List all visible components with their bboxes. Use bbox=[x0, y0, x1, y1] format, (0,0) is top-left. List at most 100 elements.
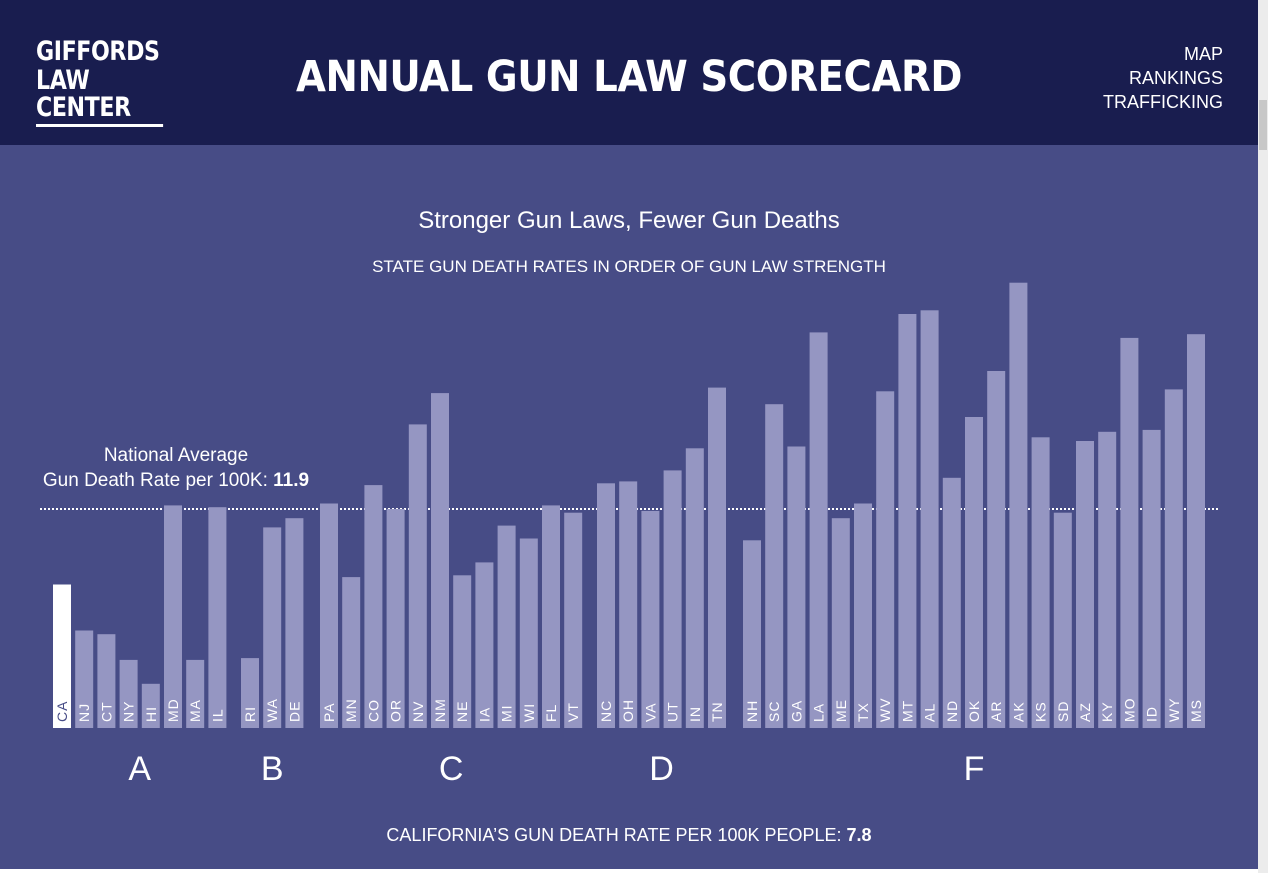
bar-sc[interactable] bbox=[765, 404, 784, 728]
logo-line-1: GIFFORDS bbox=[36, 36, 160, 67]
bar-md[interactable] bbox=[164, 505, 182, 728]
bar-label-ky: KY bbox=[1099, 701, 1115, 722]
national-average-label: National Average Gun Death Rate per 100K… bbox=[40, 443, 312, 493]
bar-label-ms: MS bbox=[1188, 699, 1204, 722]
main-nav: MAP RANKINGS TRAFFICKING bbox=[1103, 42, 1223, 114]
bar-ri[interactable] bbox=[241, 658, 259, 728]
bar-nj[interactable] bbox=[75, 630, 94, 729]
california-rate-note: CALIFORNIA’S GUN DEATH RATE PER 100K PEO… bbox=[0, 825, 1258, 846]
bar-mn[interactable] bbox=[342, 577, 361, 728]
bar-mo[interactable] bbox=[1120, 337, 1139, 728]
bar-wv[interactable] bbox=[876, 391, 895, 728]
national-average-text: Gun Death Rate per 100K: bbox=[42, 470, 274, 491]
bar-oh[interactable] bbox=[619, 481, 638, 728]
site-header: GIFFORDS LAW CENTER ANNUAL GUN LAW SCORE… bbox=[0, 0, 1258, 145]
bar-sd[interactable] bbox=[1053, 512, 1072, 728]
grade-label-a: A bbox=[128, 750, 151, 788]
nav-map-link[interactable]: MAP bbox=[1183, 44, 1223, 64]
bar-al[interactable] bbox=[920, 310, 939, 728]
bar-ok[interactable] bbox=[965, 417, 983, 728]
scrollbar-thumb[interactable] bbox=[1259, 100, 1267, 150]
bar-label-ak: AK bbox=[1010, 701, 1026, 722]
bar-me[interactable] bbox=[831, 518, 850, 728]
bar-tn[interactable] bbox=[708, 387, 726, 728]
bar-label-ne: NE bbox=[454, 701, 470, 722]
bar-label-oh: OH bbox=[620, 699, 636, 722]
chart-subtitle: STATE GUN DEATH RATES IN ORDER OF GUN LA… bbox=[372, 257, 886, 276]
bar-va[interactable] bbox=[641, 510, 660, 728]
bar-label-nc: NC bbox=[598, 700, 614, 722]
bar-fl[interactable] bbox=[542, 505, 560, 728]
bar-label-mi: MI bbox=[499, 704, 515, 722]
bar-label-sd: SD bbox=[1055, 701, 1071, 722]
bar-label-md: MD bbox=[165, 698, 181, 722]
bar-de[interactable] bbox=[285, 518, 304, 728]
bottom-strip bbox=[0, 869, 1258, 873]
bar-label-al: AL bbox=[922, 703, 938, 722]
bar-wa[interactable] bbox=[263, 527, 282, 728]
bar-ny[interactable] bbox=[119, 659, 138, 728]
bar-ms[interactable] bbox=[1187, 334, 1205, 728]
bar-vt[interactable] bbox=[564, 512, 583, 728]
giffords-logo[interactable]: GIFFORDS LAW CENTER bbox=[36, 38, 191, 127]
bar-nh[interactable] bbox=[743, 540, 761, 728]
nav-trafficking-link[interactable]: TRAFFICKING bbox=[1103, 92, 1223, 112]
bar-wi[interactable] bbox=[519, 538, 538, 729]
bar-ks[interactable] bbox=[1031, 437, 1050, 728]
bar-tx[interactable] bbox=[854, 503, 872, 729]
bar-label-hi: HI bbox=[143, 706, 159, 722]
bar-il[interactable] bbox=[208, 507, 227, 728]
grade-label-b: B bbox=[261, 750, 284, 788]
bar-label-me: ME bbox=[833, 699, 849, 722]
bar-in[interactable] bbox=[685, 448, 704, 728]
bar-mt[interactable] bbox=[898, 314, 917, 728]
bar-label-nj: NJ bbox=[76, 703, 92, 722]
bar-label-wv: WV bbox=[877, 697, 893, 722]
bar-pa[interactable] bbox=[320, 503, 338, 729]
national-average-value: 11.9 bbox=[273, 470, 310, 491]
bar-id[interactable] bbox=[1142, 429, 1161, 728]
bar-ky[interactable] bbox=[1098, 431, 1117, 728]
bar-label-ar: AR bbox=[988, 701, 1004, 722]
bar-or[interactable] bbox=[386, 509, 405, 728]
vertical-scrollbar[interactable] bbox=[1258, 0, 1268, 873]
bar-ut[interactable] bbox=[663, 470, 682, 728]
grade-label-c: C bbox=[439, 750, 464, 788]
bar-label-nv: NV bbox=[410, 701, 426, 722]
grade-label-d: D bbox=[649, 750, 674, 788]
bar-label-ma: MA bbox=[187, 699, 203, 722]
bar-label-ct: CT bbox=[98, 701, 114, 722]
bar-label-ok: OK bbox=[966, 700, 982, 722]
bar-label-ia: IA bbox=[476, 707, 492, 722]
bar-wy[interactable] bbox=[1164, 389, 1183, 728]
bar-mi[interactable] bbox=[497, 525, 516, 728]
bar-ma[interactable] bbox=[186, 659, 205, 728]
bar-nd[interactable] bbox=[942, 477, 961, 728]
bar-co[interactable] bbox=[364, 485, 383, 728]
bar-label-az: AZ bbox=[1077, 702, 1093, 722]
bar-az[interactable] bbox=[1076, 441, 1094, 728]
bar-label-nd: ND bbox=[944, 700, 960, 722]
bar-label-wi: WI bbox=[521, 703, 537, 722]
bar-ct[interactable] bbox=[97, 634, 116, 728]
bar-label-il: IL bbox=[209, 708, 225, 722]
bar-ga[interactable] bbox=[787, 446, 806, 729]
bar-ca[interactable] bbox=[53, 584, 71, 729]
bar-nc[interactable] bbox=[597, 483, 615, 728]
california-rate-text: CALIFORNIA’S GUN DEATH RATE PER 100K PEO… bbox=[386, 825, 847, 845]
logo-line-2: LAW CENTER bbox=[36, 67, 164, 127]
bar-ak[interactable] bbox=[1009, 282, 1028, 728]
bar-label-co: CO bbox=[365, 699, 381, 722]
bar-label-id: ID bbox=[1144, 706, 1160, 722]
bar-la[interactable] bbox=[809, 332, 828, 728]
nav-rankings-link[interactable]: RANKINGS bbox=[1128, 68, 1223, 88]
bar-ar[interactable] bbox=[987, 371, 1006, 728]
bar-ne[interactable] bbox=[453, 575, 472, 728]
bar-label-mo: MO bbox=[1121, 697, 1137, 722]
bar-ia[interactable] bbox=[475, 562, 494, 728]
bar-nm[interactable] bbox=[431, 393, 449, 728]
bar-hi[interactable] bbox=[141, 683, 160, 728]
bar-nv[interactable] bbox=[408, 424, 427, 728]
bar-label-ny: NY bbox=[121, 701, 137, 722]
